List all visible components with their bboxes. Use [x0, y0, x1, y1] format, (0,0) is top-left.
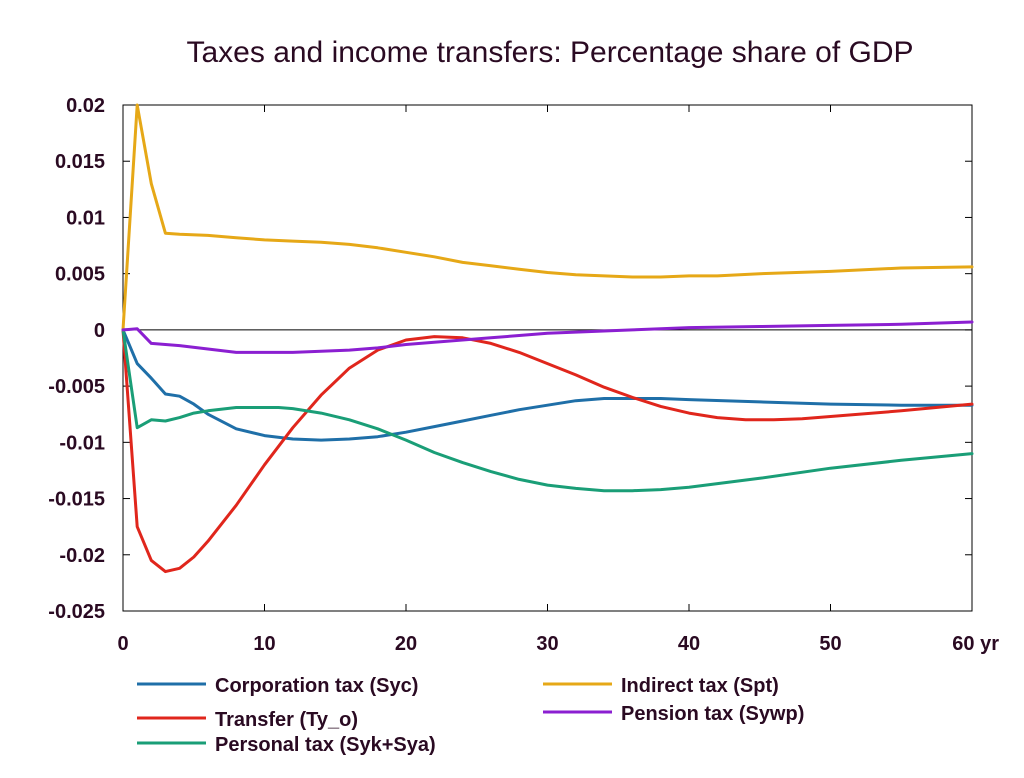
y-tick-label: 0.02	[66, 95, 105, 117]
x-axis-ticks: 0 10 20 30 40 50 60 yr	[117, 105, 999, 655]
series-line-4	[121, 320, 974, 354]
x-tick-label: 60 yr	[952, 633, 999, 655]
legend-label: Indirect tax (Spt)	[621, 675, 779, 697]
chart-title: Taxes and income transfers: Percentage s…	[186, 36, 913, 69]
y-tick-label: 0.005	[55, 264, 105, 286]
legend-label: Personal tax (Syk+Sya)	[215, 734, 436, 756]
y-tick-label: -0.025	[48, 601, 105, 623]
legend-label: Transfer (Ty_o)	[215, 709, 358, 731]
x-tick-label: 10	[253, 633, 275, 655]
series-lines	[121, 103, 974, 574]
series-line-2	[121, 328, 974, 493]
x-tick-label: 40	[678, 633, 700, 655]
x-tick-label: 30	[536, 633, 558, 655]
series-line-3	[121, 103, 974, 332]
y-tick-label: -0.01	[59, 432, 105, 454]
series-line-1	[121, 328, 974, 574]
series-line-0	[121, 328, 974, 442]
x-tick-label: 50	[819, 633, 841, 655]
y-tick-label: -0.015	[48, 489, 105, 511]
y-tick-label: 0.01	[66, 207, 105, 229]
y-tick-label: -0.005	[48, 376, 105, 398]
x-tick-label: 0	[117, 633, 128, 655]
x-tick-label: 20	[395, 633, 417, 655]
y-tick-label: 0.015	[55, 151, 105, 173]
y-axis-ticks: 0.02 0.015 0.01 0.005 0 -0.005 -0.01 -0.015 -0.0…	[48, 95, 972, 623]
legend-label: Corporation tax (Syc)	[215, 675, 418, 697]
plot-area-frame	[122, 104, 973, 612]
legend-label: Pension tax (Sywp)	[621, 703, 804, 725]
y-tick-label: 0	[94, 320, 105, 342]
legend: Corporation tax (Syc) Transfer (Ty_o) Pers…	[137, 675, 804, 756]
y-tick-label: -0.02	[59, 545, 105, 567]
